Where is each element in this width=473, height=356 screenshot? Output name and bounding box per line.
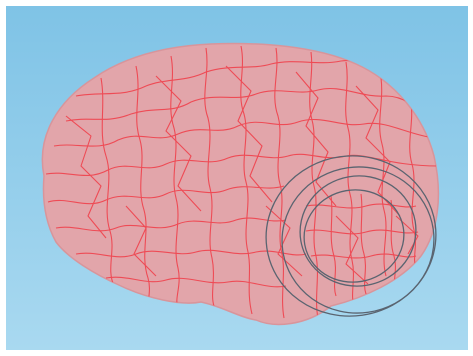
3d-viewport[interactable] <box>6 6 468 350</box>
brain-surface-icon[interactable] <box>41 42 440 326</box>
inner-ring-back <box>299 175 417 287</box>
inner-ring-front <box>303 189 405 283</box>
coil-ring-icon[interactable] <box>256 145 447 327</box>
outer-ring-front <box>281 166 435 314</box>
brain-scene[interactable] <box>6 6 468 350</box>
brain-body <box>41 42 440 326</box>
outer-ring-back <box>265 155 437 317</box>
parcellation-lines <box>45 45 439 319</box>
